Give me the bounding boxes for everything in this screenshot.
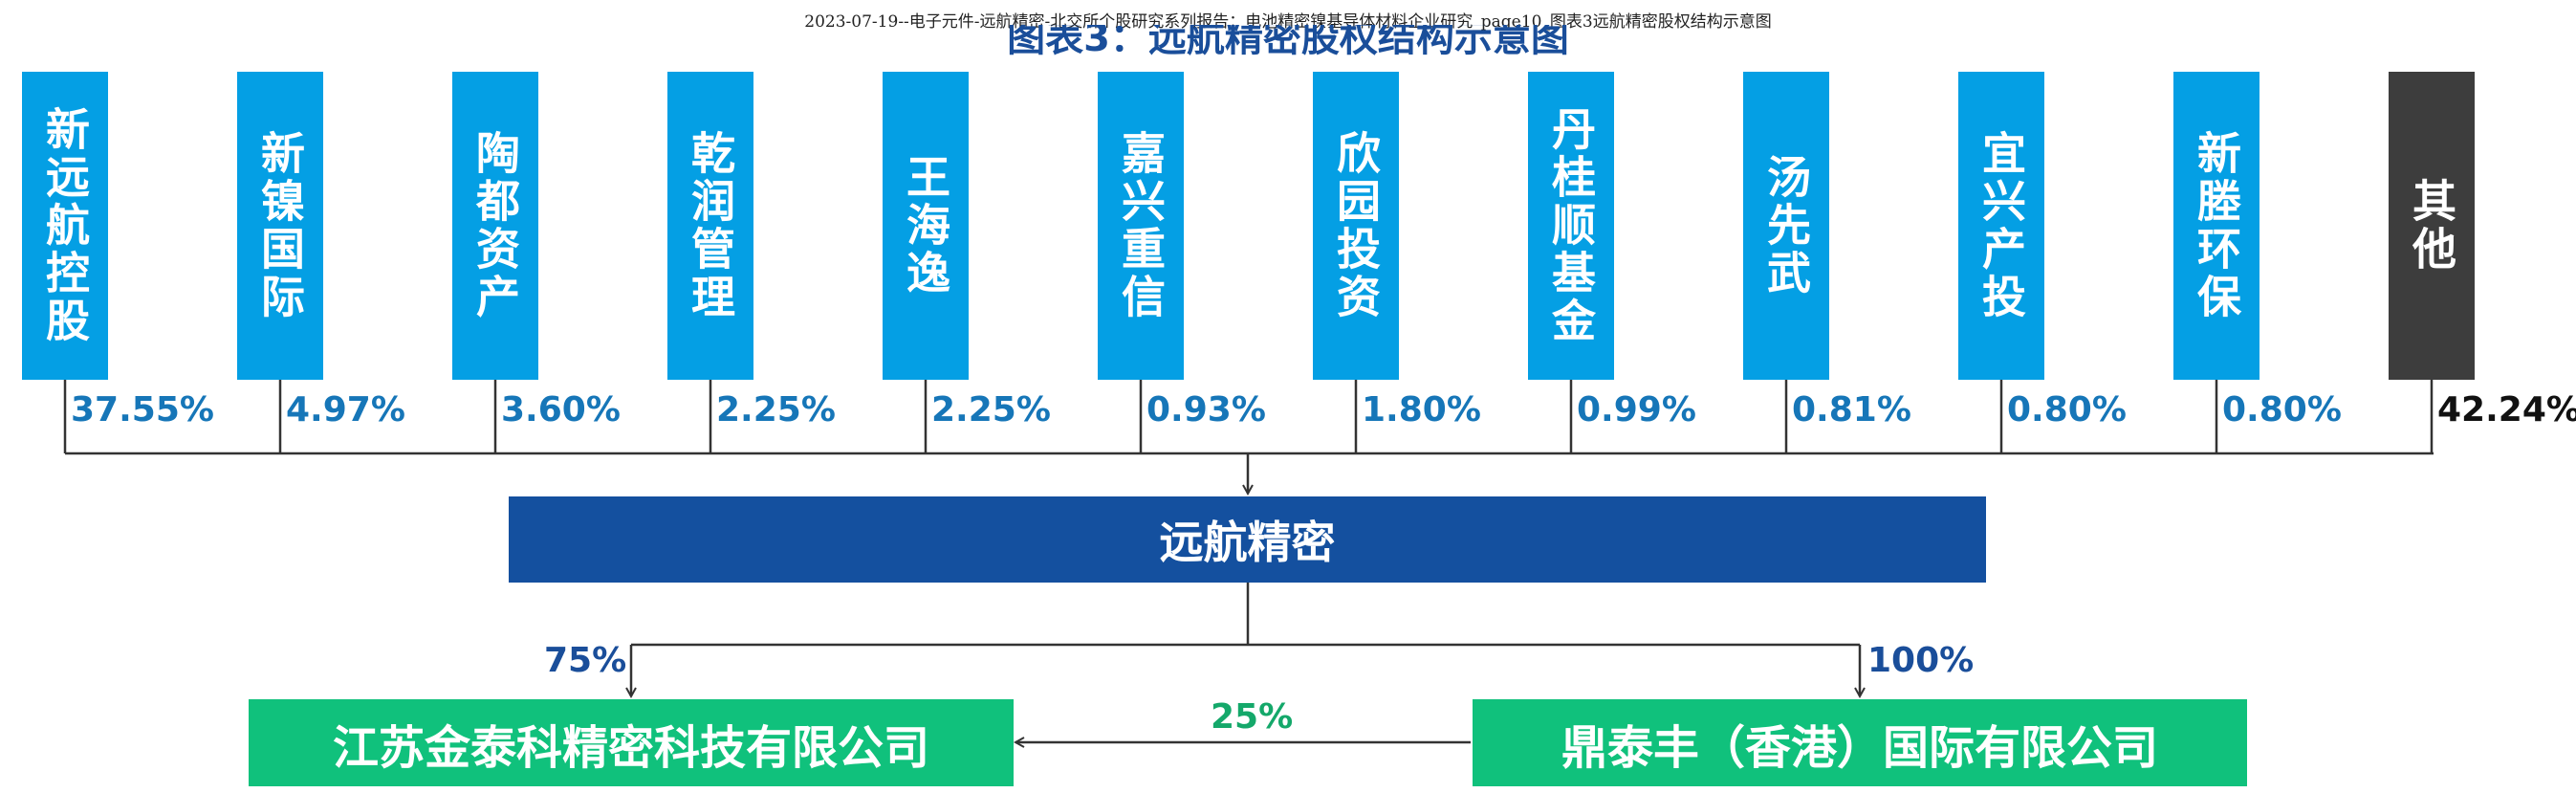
shareholder-box: 陶都资产 xyxy=(452,72,538,380)
shareholder-pct: 0.81% xyxy=(1792,390,1911,430)
shareholder-name: 陶都资产 xyxy=(469,130,521,321)
shareholder-pct: 4.97% xyxy=(286,390,405,430)
shareholder-pct: 2.25% xyxy=(716,390,836,430)
page-caption: 2023-07-19--电子元件-远航精密-北交所个股研究系列报告：电池精密镍基… xyxy=(804,12,1772,32)
shareholder-name: 新远航控股 xyxy=(39,106,91,345)
shareholder-name: 嘉兴重信 xyxy=(1115,130,1167,321)
shareholder-pct: 0.93% xyxy=(1146,390,1266,430)
shareholder-pct: 3.60% xyxy=(501,390,621,430)
shareholder-box: 王海逸 xyxy=(883,72,969,380)
shareholder-box: 新远航控股 xyxy=(22,72,108,380)
shareholder-box: 宜兴产投 xyxy=(1958,72,2044,380)
shareholder-box: 其他 xyxy=(2389,72,2475,380)
shareholder-box: 丹桂顺基金 xyxy=(1528,72,1614,380)
shareholder-pct: 0.80% xyxy=(2222,390,2342,430)
shareholder-box: 汤先武 xyxy=(1743,72,1829,380)
company-name: 远航精密 xyxy=(1159,517,1336,568)
shareholder-name: 汤先武 xyxy=(1760,154,1812,297)
shareholder-name: 宜兴产投 xyxy=(1976,130,2027,321)
company-box: 远航精密 xyxy=(509,496,1986,583)
shareholder-pct: 37.55% xyxy=(71,390,214,430)
shareholder-name: 其他 xyxy=(2406,178,2457,274)
shareholder-name: 王海逸 xyxy=(900,154,951,297)
shareholder-pct: 0.80% xyxy=(2007,390,2127,430)
shareholder-name: 欣园投资 xyxy=(1330,130,1382,321)
left-subsidiary-box: 江苏金泰科精密科技有限公司 xyxy=(249,699,1014,786)
cross-holding-pct: 25% xyxy=(1211,697,1294,737)
shareholder-box: 新镍国际 xyxy=(237,72,323,380)
shareholder-pct: 1.80% xyxy=(1362,390,1481,430)
shareholder-pct: 2.25% xyxy=(931,390,1051,430)
shareholder-box: 欣园投资 xyxy=(1313,72,1399,380)
shareholder-name: 新镍国际 xyxy=(254,130,306,321)
shareholder-name: 新塍环保 xyxy=(2191,130,2242,321)
right-subsidiary-pct: 100% xyxy=(1867,641,1975,680)
shareholder-pct: 0.99% xyxy=(1577,390,1696,430)
shareholder-name: 乾润管理 xyxy=(685,130,736,321)
left-subsidiary-pct: 75% xyxy=(544,641,627,680)
left-subsidiary-name: 江苏金泰科精密科技有限公司 xyxy=(332,720,929,775)
right-subsidiary-name: 鼎泰丰（香港）国际有限公司 xyxy=(1561,720,2158,775)
shareholder-name: 丹桂顺基金 xyxy=(1545,106,1597,345)
shareholder-pct: 42.24% xyxy=(2437,390,2576,430)
shareholder-box: 嘉兴重信 xyxy=(1098,72,1184,380)
shareholder-box: 乾润管理 xyxy=(667,72,753,380)
shareholder-box: 新塍环保 xyxy=(2173,72,2259,380)
figure-title: 图表3：远航精密股权结构示意图 xyxy=(1007,25,1569,55)
right-subsidiary-box: 鼎泰丰（香港）国际有限公司 xyxy=(1473,699,2247,786)
